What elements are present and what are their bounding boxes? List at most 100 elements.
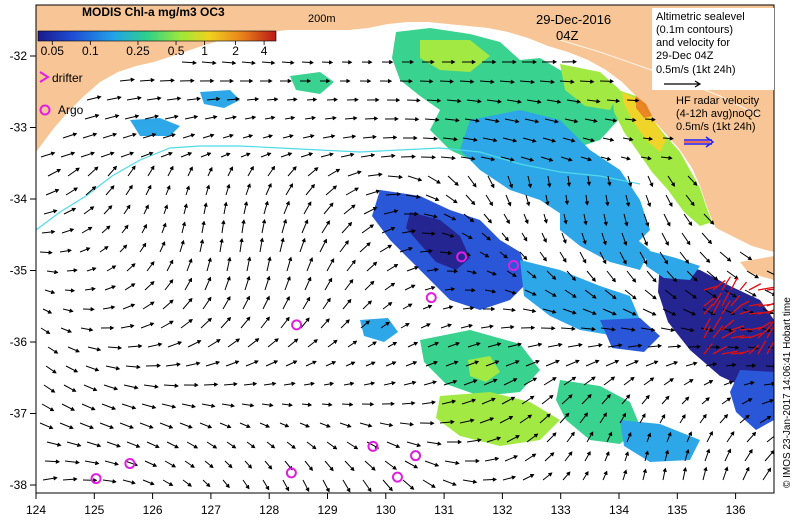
velocity-arrowhead [347, 60, 353, 65]
drifter-icon [39, 71, 50, 83]
velocity-arrowhead [251, 60, 256, 65]
velocity-arrowhead [533, 433, 539, 438]
velocity-arrowhead [306, 296, 311, 302]
velocity-arrowhead [73, 368, 79, 373]
hf-radar-arrow [748, 283, 762, 291]
velocity-arrowhead [261, 218, 267, 224]
velocity-arrowhead [189, 166, 193, 171]
velocity-arrowhead [664, 449, 670, 455]
velocity-arrowhead [225, 483, 230, 489]
velocity-arrowhead [437, 441, 442, 446]
velocity-arrowhead [490, 306, 496, 312]
hf-radar-arrow [748, 311, 763, 315]
velocity-arrowhead [393, 209, 399, 214]
velocity-arrowhead [314, 167, 319, 172]
velocity-arrowhead [329, 381, 335, 386]
velocity-arrowhead [111, 285, 116, 290]
velocity-arrowhead [558, 342, 563, 347]
hf-scale-arrow [684, 136, 715, 148]
velocity-arrowhead [692, 294, 697, 299]
velocity-arrowhead [97, 95, 102, 100]
velocity-arrowhead [226, 424, 232, 429]
velocity-arrowhead [590, 79, 595, 84]
velocity-arrowhead [512, 59, 517, 65]
velocity-arrowhead [575, 359, 580, 364]
argo-label: Argo [58, 103, 84, 117]
velocity-arrowhead [413, 464, 419, 469]
velocity-arrowhead [138, 344, 143, 349]
velocity-arrowhead [510, 79, 515, 85]
velocity-arrowhead [455, 341, 460, 346]
velocity-arrowhead [368, 60, 373, 65]
velocity-arrowhead [112, 165, 118, 171]
velocity-arrowhead [206, 152, 212, 157]
velocity-arrowhead [293, 97, 298, 102]
velocity-arrowhead [673, 360, 679, 365]
velocity-arrowhead [235, 338, 241, 343]
hf-radar-legend: HF radar velocity (4-12h avg)noQC 0.5m/s… [676, 95, 761, 148]
velocity-arrowhead [477, 99, 482, 104]
velocity-arrowhead [367, 423, 373, 428]
velocity-arrowhead [188, 424, 193, 429]
x-tick-label: 129 [317, 503, 337, 517]
velocity-arrowhead [512, 290, 517, 295]
velocity-arrowhead [571, 276, 577, 282]
velocity-arrowhead [657, 343, 663, 349]
velocity-arrowhead [116, 443, 121, 448]
velocity-arrowhead [164, 204, 169, 209]
velocity-arrowhead [325, 318, 330, 323]
velocity-arrowhead [669, 136, 674, 141]
colorbar-gradient [37, 30, 277, 42]
hf-radar-arrow [748, 332, 762, 339]
velocity-arrowhead [413, 341, 419, 346]
velocity-arrowhead [510, 396, 516, 401]
velocity-arrowhead [730, 431, 735, 436]
velocity-arrowhead [628, 182, 633, 187]
velocity-arrowhead [211, 403, 216, 408]
velocity-arrowhead [232, 115, 237, 120]
velocity-arrowhead [349, 278, 354, 284]
velocity-arrowhead [471, 156, 476, 161]
velocity-arrowhead [551, 326, 556, 331]
velocity-arrowhead [647, 432, 652, 438]
velocity-arrowhead [591, 376, 596, 381]
velocity-arrowhead [435, 117, 440, 122]
velocity-arrowhead [329, 466, 334, 472]
velocity-arrowhead [664, 260, 669, 265]
velocity-arrowhead [388, 422, 394, 428]
velocity-arrowhead [188, 277, 192, 283]
velocity-arrowhead [193, 114, 199, 120]
hf-radar-arrow [712, 345, 727, 355]
velocity-arrowhead [150, 165, 155, 170]
velocity-arrowhead [453, 137, 458, 142]
hf-radar-arrow [712, 279, 726, 291]
velocity-arrowhead [649, 377, 655, 382]
velocity-arrowhead [385, 321, 390, 326]
hf-radar-arrow [721, 329, 737, 339]
velocity-arrowhead [357, 170, 362, 175]
velocity-arrowhead [329, 152, 334, 157]
y-tick-label: -36 [10, 335, 28, 349]
velocity-arrowhead [284, 423, 290, 428]
velocity-arrowhead [472, 183, 477, 188]
velocity-arrowhead [554, 119, 559, 124]
x-tick-label: 132 [492, 503, 512, 517]
colorbar-tick-label: 0.5 [168, 44, 185, 58]
velocity-arrowhead [69, 228, 75, 233]
velocity-arrowhead [769, 398, 774, 403]
velocity-arrowhead [193, 444, 199, 449]
velocity-arrowhead [681, 414, 686, 419]
velocity-arrowhead [748, 398, 753, 403]
velocity-arrowhead [109, 425, 115, 429]
velocity-arrowhead [537, 99, 542, 104]
velocity-arrowhead [690, 327, 695, 333]
hf-radar-arrow [730, 304, 742, 315]
velocity-arrowhead [207, 276, 212, 282]
velocity-arrowhead [247, 256, 252, 261]
velocity-arrowhead [642, 468, 647, 473]
velocity-arrowhead [647, 156, 652, 161]
velocity-arrowhead [216, 96, 221, 102]
velocity-arrowhead [372, 341, 377, 346]
velocity-arrowhead [104, 246, 109, 251]
velocity-arrowhead [207, 317, 212, 322]
